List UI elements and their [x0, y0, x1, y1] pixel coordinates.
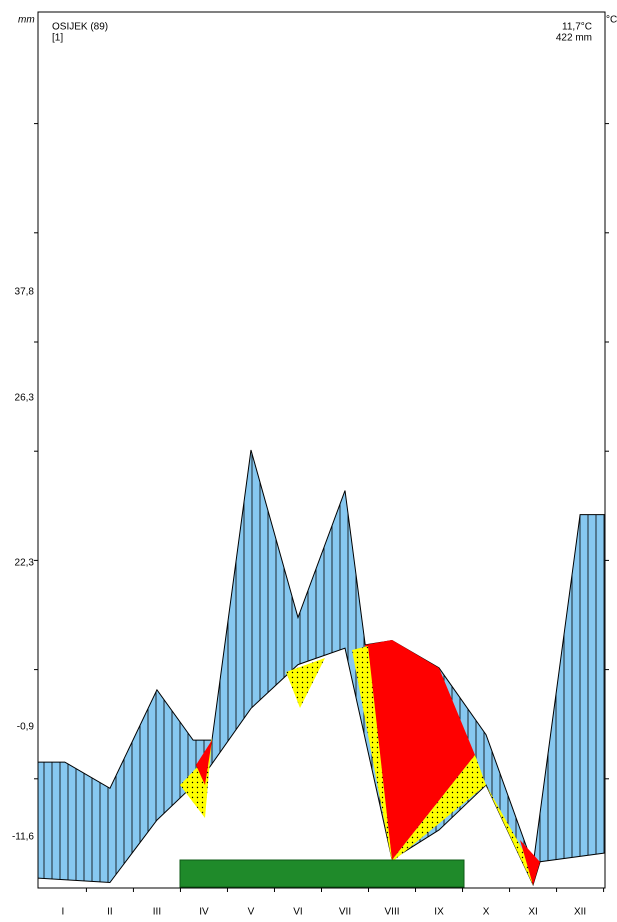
- y-label: -0,9: [17, 722, 35, 733]
- dry-red: [520, 840, 540, 885]
- x-label: III: [153, 907, 161, 917]
- y-label: 37,8: [15, 287, 35, 298]
- y-label: 22,3: [15, 558, 35, 569]
- frame: [37, 11, 606, 889]
- x-label: VII: [339, 907, 351, 917]
- plot: [37, 449, 606, 887]
- dry-yellow: [486, 785, 533, 885]
- y-unit: mm: [18, 15, 35, 26]
- x-label: X: [483, 907, 490, 917]
- x-label: IV: [199, 907, 209, 917]
- station: OSIJEK (89): [52, 22, 108, 33]
- x-label: VI: [293, 907, 302, 917]
- y-label: -11,6: [12, 832, 34, 843]
- x-label: XII: [574, 907, 586, 917]
- mean-temp: 11,7°C: [562, 22, 592, 33]
- reference: [1]: [52, 33, 63, 44]
- x-label: VIII: [385, 907, 400, 917]
- annual-precip: 422 mm: [556, 33, 592, 44]
- dry-red: [196, 740, 212, 785]
- x-label: V: [248, 907, 255, 917]
- humid-band: [38, 450, 605, 885]
- x-label: I: [62, 907, 65, 917]
- line: [38, 449, 605, 866]
- y-label: 26,3: [15, 393, 35, 404]
- dry-yellow: [352, 646, 486, 862]
- vegetation-bar: [179, 859, 465, 888]
- dry-red: [365, 640, 475, 860]
- y2-unit: °C: [606, 15, 617, 26]
- x-label: II: [107, 907, 113, 917]
- x-label: XI: [528, 907, 537, 917]
- dry-yellow: [180, 738, 212, 818]
- dry-yellow: [286, 658, 325, 708]
- x-label: IX: [434, 907, 444, 917]
